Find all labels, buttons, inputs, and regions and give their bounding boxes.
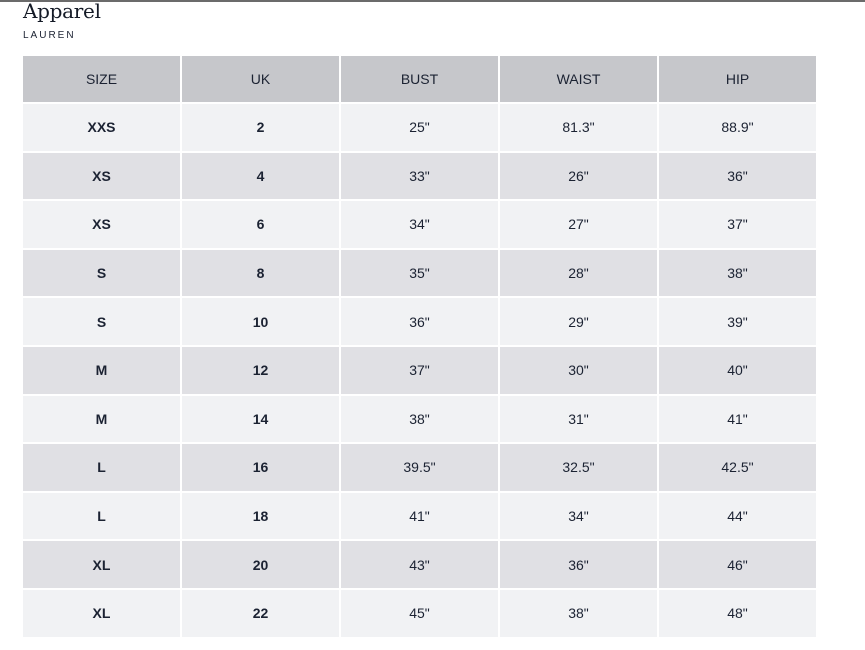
cell-size: XL [23, 589, 180, 637]
size-chart-table: SIZE UK BUST WAIST HIP XXS 2 25" 81.3" 88.9" XS 4 3… [21, 54, 818, 639]
cell-uk: 10 [182, 298, 339, 345]
cell-size: XS [23, 201, 180, 248]
cell-hip: 37" [659, 201, 816, 248]
cell-uk: 12 [182, 346, 339, 394]
cell-bust: 34" [341, 201, 498, 248]
table-row: L 16 39.5" 32.5" 42.5" [23, 444, 816, 491]
cell-waist: 29" [500, 298, 657, 345]
table-row: XL 20 43" 36" 46" [23, 541, 816, 588]
column-header-size: SIZE [23, 56, 180, 102]
cell-bust: 35" [341, 249, 498, 297]
cell-waist: 36" [500, 541, 657, 588]
table-row: M 12 37" 30" 40" [23, 346, 816, 394]
cell-bust: 36" [341, 298, 498, 345]
cell-size: M [23, 395, 180, 443]
cell-uk: 4 [182, 152, 339, 200]
cell-waist: 31" [500, 395, 657, 443]
column-header-bust: BUST [341, 56, 498, 102]
cell-size: XL [23, 541, 180, 588]
cell-bust: 39.5" [341, 444, 498, 491]
cell-hip: 38" [659, 249, 816, 297]
cell-size: XXS [23, 104, 180, 151]
table-row: XL 22 45" 38" 48" [23, 589, 816, 637]
table-row: S 8 35" 28" 38" [23, 249, 816, 297]
cell-bust: 33" [341, 152, 498, 200]
cell-waist: 32.5" [500, 444, 657, 491]
cell-hip: 46" [659, 541, 816, 588]
cell-uk: 20 [182, 541, 339, 588]
cell-uk: 18 [182, 492, 339, 540]
cell-size: XS [23, 152, 180, 200]
cell-waist: 81.3" [500, 104, 657, 151]
cell-size: L [23, 492, 180, 540]
cell-waist: 34" [500, 492, 657, 540]
table-row: XXS 2 25" 81.3" 88.9" [23, 104, 816, 151]
table-row: XS 4 33" 26" 36" [23, 152, 816, 200]
cell-hip: 88.9" [659, 104, 816, 151]
cell-waist: 27" [500, 201, 657, 248]
cell-bust: 25" [341, 104, 498, 151]
table-row: L 18 41" 34" 44" [23, 492, 816, 540]
cell-uk: 6 [182, 201, 339, 248]
cell-uk: 22 [182, 589, 339, 637]
cell-uk: 2 [182, 104, 339, 151]
table-header-row: SIZE UK BUST WAIST HIP [23, 56, 816, 102]
cell-waist: 28" [500, 249, 657, 297]
cell-waist: 30" [500, 346, 657, 394]
cell-bust: 37" [341, 346, 498, 394]
cell-uk: 8 [182, 249, 339, 297]
column-header-hip: HIP [659, 56, 816, 102]
cell-hip: 42.5" [659, 444, 816, 491]
cell-hip: 41" [659, 395, 816, 443]
column-header-waist: WAIST [500, 56, 657, 102]
cell-uk: 14 [182, 395, 339, 443]
cell-hip: 36" [659, 152, 816, 200]
table-row: XS 6 34" 27" 37" [23, 201, 816, 248]
cell-hip: 39" [659, 298, 816, 345]
cell-bust: 41" [341, 492, 498, 540]
cell-uk: 16 [182, 444, 339, 491]
cell-hip: 44" [659, 492, 816, 540]
table-row: M 14 38" 31" 41" [23, 395, 816, 443]
page-title: Apparel [23, 0, 101, 23]
cell-waist: 38" [500, 589, 657, 637]
brand-label: LAUREN [23, 30, 76, 41]
cell-size: M [23, 346, 180, 394]
cell-size: S [23, 298, 180, 345]
cell-bust: 38" [341, 395, 498, 443]
cell-bust: 45" [341, 589, 498, 637]
cell-bust: 43" [341, 541, 498, 588]
column-header-uk: UK [182, 56, 339, 102]
cell-hip: 48" [659, 589, 816, 637]
cell-size: L [23, 444, 180, 491]
cell-waist: 26" [500, 152, 657, 200]
cell-hip: 40" [659, 346, 816, 394]
table-row: S 10 36" 29" 39" [23, 298, 816, 345]
cell-size: S [23, 249, 180, 297]
